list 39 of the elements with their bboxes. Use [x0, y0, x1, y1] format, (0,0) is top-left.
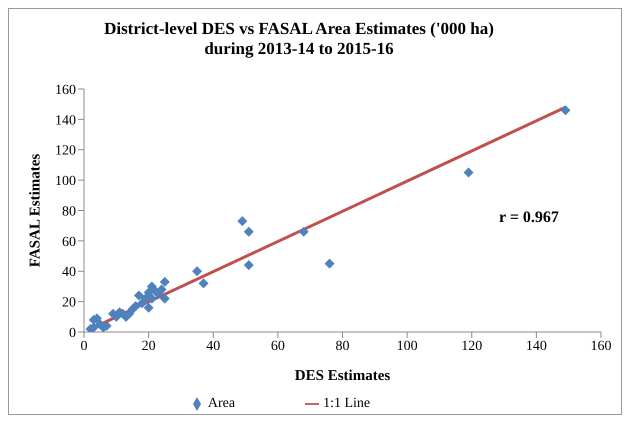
legend-label: Area: [208, 396, 236, 411]
point: [198, 278, 209, 288]
y-axis-title: FASAL Estimates: [27, 154, 44, 268]
annotation: r = 0.967: [499, 209, 559, 227]
point: [244, 260, 254, 270]
y-tick-label: 0: [69, 326, 76, 341]
y-tick-label: 60: [62, 234, 76, 250]
x-tick-label: 120: [461, 338, 482, 354]
y-tick-label: 120: [55, 144, 76, 159]
point: [464, 168, 474, 178]
y-tick-label: 20: [62, 296, 76, 311]
y-tick-label: 140: [55, 113, 76, 128]
point: [192, 266, 202, 276]
x-tick-label: 80: [336, 338, 350, 354]
point: [160, 294, 170, 304]
point: [160, 276, 170, 287]
x-tick-label: 20: [142, 338, 156, 354]
point: [560, 105, 570, 116]
x-tick-label: 0: [80, 338, 88, 354]
point: [244, 226, 254, 237]
point: [144, 302, 154, 313]
x-axis-title: DES Estimates: [294, 368, 390, 384]
point: [130, 301, 141, 312]
point: [237, 216, 248, 226]
x-tick-label: 140: [526, 338, 547, 354]
x-tick-label: 40: [206, 338, 220, 354]
y-tick-label: 40: [62, 265, 76, 280]
point: [298, 226, 309, 237]
legend-label: 1:1 Line: [323, 396, 370, 411]
x-tick-label: 160: [590, 338, 612, 354]
y-tick-label: 100: [55, 174, 76, 190]
x-tick-label: 100: [396, 338, 418, 354]
y-tick-label: 80: [62, 204, 76, 220]
y-tick-label: 160: [55, 82, 76, 98]
point: [134, 290, 144, 301]
x-tick-label: 60: [270, 338, 285, 354]
point: [324, 258, 335, 269]
chart-title: District-level DES vs FASAL Area Estimates ('000 ha) during 2013-14 to 2015-16: [103, 19, 495, 59]
point: [156, 284, 167, 294]
